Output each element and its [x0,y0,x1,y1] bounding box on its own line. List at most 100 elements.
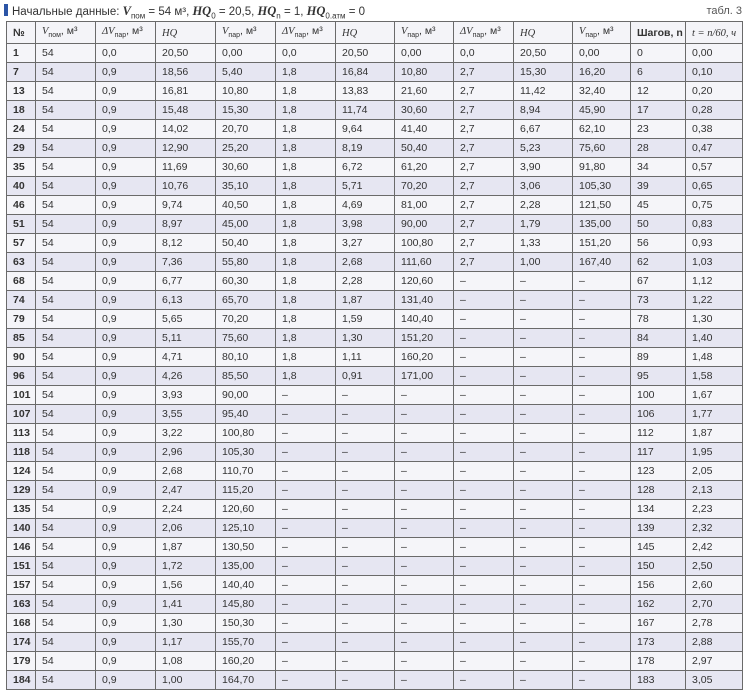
table-cell: 2,7 [453,100,514,120]
table-cell: – [513,461,573,481]
table-row: 24 54 0,9 14,02 20,70 1,8 9,64 41,40 2,7 6,67 62,1… [6,119,743,139]
table-cell: – [513,290,573,310]
table-cell: – [275,670,336,690]
table-cell: 54 [35,480,96,500]
table-cell: 2,28 [513,195,573,215]
table-cell: 5,40 [215,62,276,82]
table-cell: – [572,518,631,538]
table-cell: – [275,632,336,652]
table-cell: 54 [35,594,96,614]
table-cell: 8,19 [335,138,395,158]
column-header-subscript: пар [472,32,485,40]
table-cell: 1,40 [685,328,743,348]
row-number-cell: 179 [6,651,36,671]
table-cell: 167,40 [572,252,631,272]
table-cell: 54 [35,423,96,443]
table-cell: 0,9 [95,442,156,462]
table-cell: 30,60 [215,157,276,177]
table-cell: 54 [35,100,96,120]
table-cell: – [513,442,573,462]
table-cell: 54 [35,537,96,557]
table-cell: 1,8 [275,62,336,82]
table-cell: – [453,518,514,538]
table-cell: 15,30 [215,100,276,120]
table-cell: 0,9 [95,499,156,519]
column-header: t = n/60, ч [685,21,743,44]
table-cell: – [394,499,454,519]
table-cell: 167 [630,613,686,633]
caption-marker-icon [4,4,8,16]
table-cell: 54 [35,309,96,329]
table-cell: – [513,480,573,500]
table-cell: – [572,537,631,557]
table-cell: 1,8 [275,366,336,386]
table-row: 168 54 0,9 1,30 150,30– – – – – –167 2,78 [6,613,743,633]
table-cell: – [572,366,631,386]
table-cell: – [394,575,454,595]
row-number-cell: 168 [6,613,36,633]
table-cell: 54 [35,176,96,196]
table-cell: 25,20 [215,138,276,158]
table-cell: – [335,480,395,500]
row-number-cell: 113 [6,423,36,443]
table-cell: 62 [630,252,686,272]
table-cell: 2,68 [155,461,216,481]
column-header-symbol: HQ [342,27,358,39]
table-cell: – [453,309,514,329]
column-header-symbol: Шагов, n [637,26,683,39]
caption-hqatm-sub: 0.атм [325,11,346,21]
table-cell: – [513,347,573,367]
table-cell: 1,22 [685,290,743,310]
table-cell: 75,60 [572,138,631,158]
table-cell: 183 [630,670,686,690]
row-number-cell: 85 [6,328,36,348]
table-cell: 1,03 [685,252,743,272]
table-cell: – [335,385,395,405]
table-cell: – [513,404,573,424]
table-cell: 55,80 [215,252,276,272]
table-cell: – [275,594,336,614]
table-cell: 0,9 [95,271,156,291]
column-header: ΔVпар, м³ [95,21,156,44]
table-cell: 32,40 [572,81,631,101]
table-cell: 0,00 [394,43,454,63]
table-cell: – [453,347,514,367]
table-row: 18 54 0,9 15,48 15,30 1,8 11,74 30,60 2,7 8,94 45,… [6,100,743,120]
table-cell: – [513,309,573,329]
table-cell: – [453,480,514,500]
table-cell: 100,80 [215,423,276,443]
table-cell: – [335,537,395,557]
table-cell: 2,7 [453,195,514,215]
table-cell: 2,7 [453,214,514,234]
column-header-unit: , м³ [597,25,614,38]
table-row: 101 54 0,9 3,93 90,00– – – – – –100 1,67 [6,385,743,405]
table-cell: – [453,613,514,633]
table-cell: – [572,347,631,367]
table-cell: 0,9 [95,309,156,329]
table-cell: 54 [35,670,96,690]
table-row: 129 54 0,9 2,47 115,20– – – – – –128 2,13 [6,480,743,500]
table-cell: 162 [630,594,686,614]
caption-v-value: = 54 м³, [145,6,193,18]
table-cell: 95,40 [215,404,276,424]
table-cell: – [453,632,514,652]
table-cell: – [335,518,395,538]
table-cell: 0,9 [95,252,156,272]
table-cell: 54 [35,518,96,538]
table-cell: 1,30 [685,309,743,329]
table-cell: 1,8 [275,176,336,196]
table-row: 13 54 0,9 16,81 10,80 1,8 13,83 21,60 2,7 11,42 32… [6,81,743,101]
table-cell: 50 [630,214,686,234]
table-cell: – [394,613,454,633]
column-header: HQ [513,21,573,44]
table-cell: – [275,404,336,424]
table-cell: 0,9 [95,670,156,690]
table-cell: 0,9 [95,233,156,253]
table-cell: 2,7 [453,252,514,272]
table-cell: 4,71 [155,347,216,367]
table-cell: 2,7 [453,81,514,101]
table-cell: 2,23 [685,499,743,519]
table-cell: 54 [35,366,96,386]
table-cell: 2,70 [685,594,743,614]
table-row: 124 54 0,9 2,68 110,70– – – – – –123 2,05 [6,461,743,481]
